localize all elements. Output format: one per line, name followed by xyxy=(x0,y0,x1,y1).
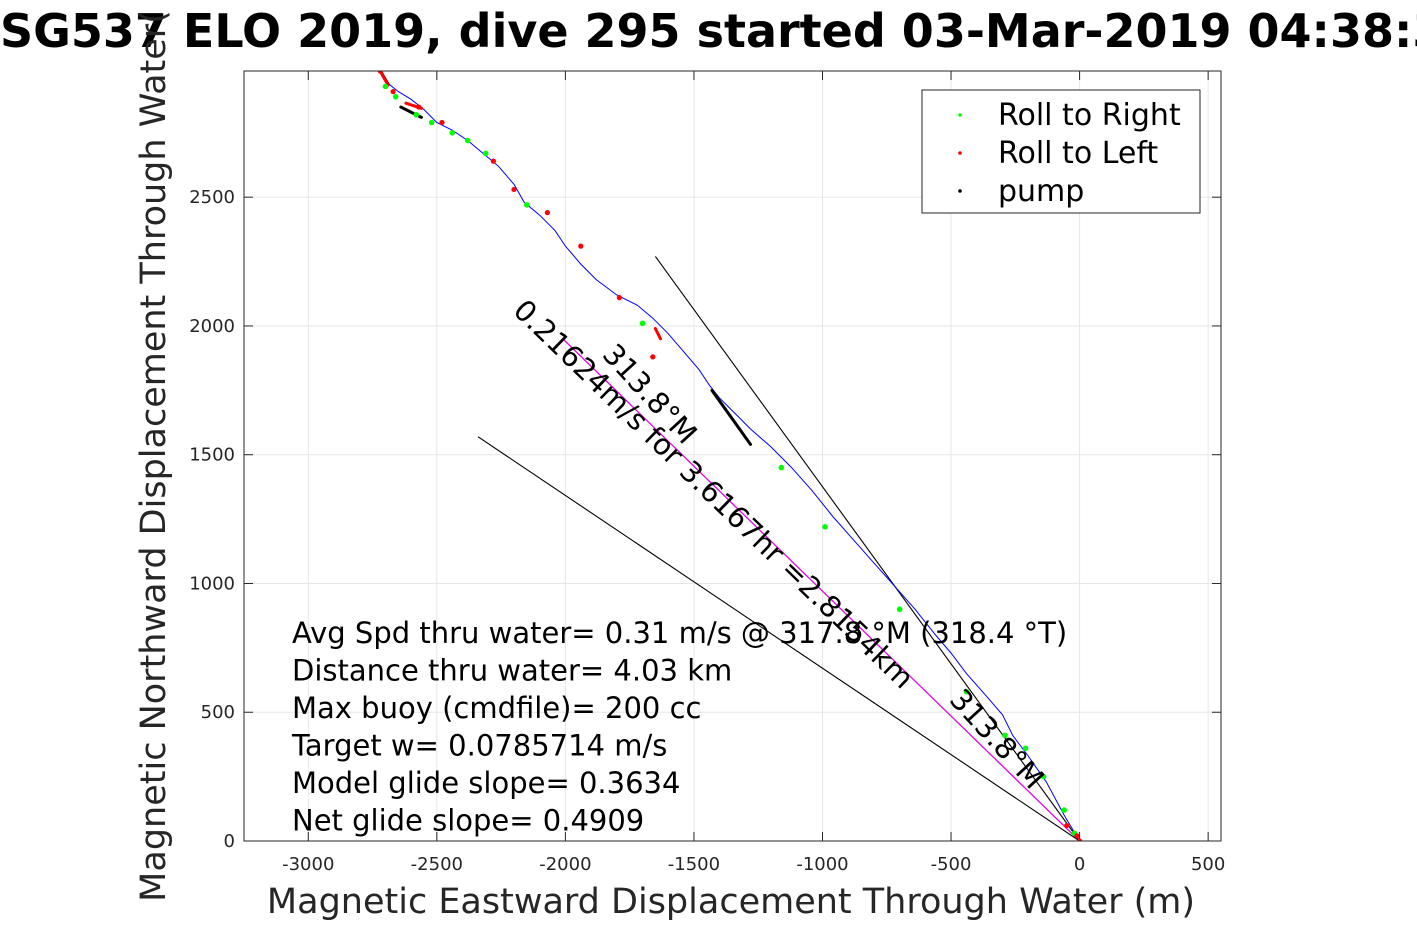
roll-left-point-10 xyxy=(416,104,422,110)
annotation-line-4: Model glide slope= 0.3634 xyxy=(292,766,680,800)
plot-frame xyxy=(243,70,1222,842)
annotation-line-1: Distance thru water= 4.03 km xyxy=(292,654,732,688)
roll-right-point-2 xyxy=(1040,773,1047,780)
y-tick-label-3: 1500 xyxy=(189,445,235,466)
y-tick-label-4: 2000 xyxy=(189,316,235,337)
roll-right-point-3 xyxy=(1022,745,1029,752)
track-group xyxy=(382,73,1081,841)
guide-line-0 xyxy=(654,256,1081,841)
annotation-block: Avg Spd thru water= 0.31 m/s @ 317.8 °M … xyxy=(291,616,1067,838)
roll-right-point-10 xyxy=(524,202,530,208)
roll-left-point-1 xyxy=(1074,833,1080,839)
roll-right-point-4 xyxy=(1002,732,1008,739)
roll-left-point-5 xyxy=(578,243,584,249)
roll-left-point-7 xyxy=(511,186,517,193)
annotation-line-5: Net glide slope= 0.4909 xyxy=(292,804,644,838)
legend-label-roll-left: Roll to Left xyxy=(998,136,1158,171)
x-tick-label-4: -1000 xyxy=(796,854,848,875)
roll-right-point-13 xyxy=(449,130,456,136)
ticks: -3000 -2500 -2000 -1500 -1000 -500 0 500 0 500 100… xyxy=(189,71,1225,875)
roll-right-point-6 xyxy=(896,606,903,613)
x-tick-label-6: 0 xyxy=(1074,854,1085,875)
legend-box xyxy=(921,89,1201,214)
roll-left-point-11 xyxy=(390,89,396,95)
roll-left-point-8 xyxy=(490,158,496,164)
marker-group xyxy=(377,71,1083,841)
roll-right-point-8 xyxy=(778,464,785,471)
x-tick-label-5: -500 xyxy=(931,854,972,875)
roll-left-point-12 xyxy=(377,71,383,74)
legend-marker-pump xyxy=(958,189,962,193)
y-tick-label-0: 0 xyxy=(224,831,235,852)
roll-right-point-7 xyxy=(822,524,828,530)
x-tick-label-7: 500 xyxy=(1191,854,1225,875)
roll-left-point-0 xyxy=(1076,838,1083,841)
guide-line-2 xyxy=(562,338,1080,841)
x-tick-label-0: -3000 xyxy=(282,854,334,875)
roll-left-point-9 xyxy=(439,119,445,126)
x-tick-label-1: -2500 xyxy=(411,854,463,875)
roll-left-point-6 xyxy=(544,210,550,216)
y-tick-label-5: 2500 xyxy=(189,187,235,208)
legend-label-pump: pump xyxy=(998,174,1084,209)
roll-right-point-5 xyxy=(963,688,970,695)
y-axis-label: Magnetic Northward Displacement Through … xyxy=(134,10,174,902)
annotation-line-0: Avg Spd thru water= 0.31 m/s @ 317.8 °M … xyxy=(292,616,1067,650)
roll-right-point-9 xyxy=(639,320,646,327)
y-tick-label-2: 1000 xyxy=(189,573,235,594)
plot-area xyxy=(377,71,1083,841)
annotation-line-2: Max buoy (cmdfile)= 200 cc xyxy=(292,691,701,725)
y-tick-label-1: 500 xyxy=(201,702,235,723)
roll-right-point-15 xyxy=(413,111,420,118)
roll-right-point-1 xyxy=(1061,807,1067,813)
roll-left-point-4 xyxy=(616,295,622,301)
x-tick-label-2: -2000 xyxy=(539,854,591,875)
x-axis-label: Magnetic Eastward Displacement Through W… xyxy=(267,882,1195,922)
legend-marker-roll-right xyxy=(958,113,962,117)
roll-left-point-3 xyxy=(650,354,656,360)
pump-segment-0 xyxy=(710,388,752,446)
chart-title: SG537 ELO 2019, dive 295 started 03-Mar-… xyxy=(0,4,1417,58)
roll-right-point-12 xyxy=(464,137,471,144)
roll-right-point-16 xyxy=(392,93,399,100)
roll-left-point-2 xyxy=(1064,822,1070,829)
legend-marker-roll-left xyxy=(958,151,962,155)
roll-right-point-14 xyxy=(428,119,435,126)
annotation-line-3: Target w= 0.0785714 m/s xyxy=(291,729,667,763)
guide-lines xyxy=(477,256,1081,841)
legend-label-roll-right: Roll to Right xyxy=(998,98,1181,133)
legend: Roll to Right Roll to Left pump xyxy=(921,89,1201,214)
track-line xyxy=(382,73,1081,841)
x-tick-label-3: -1500 xyxy=(668,854,720,875)
roll-left-segment-0 xyxy=(378,71,390,87)
roll-right-point-17 xyxy=(382,83,389,90)
roll-right-point-11 xyxy=(482,150,489,157)
guide-line-3 xyxy=(477,436,1080,841)
roll-left-segment-2 xyxy=(653,327,663,341)
